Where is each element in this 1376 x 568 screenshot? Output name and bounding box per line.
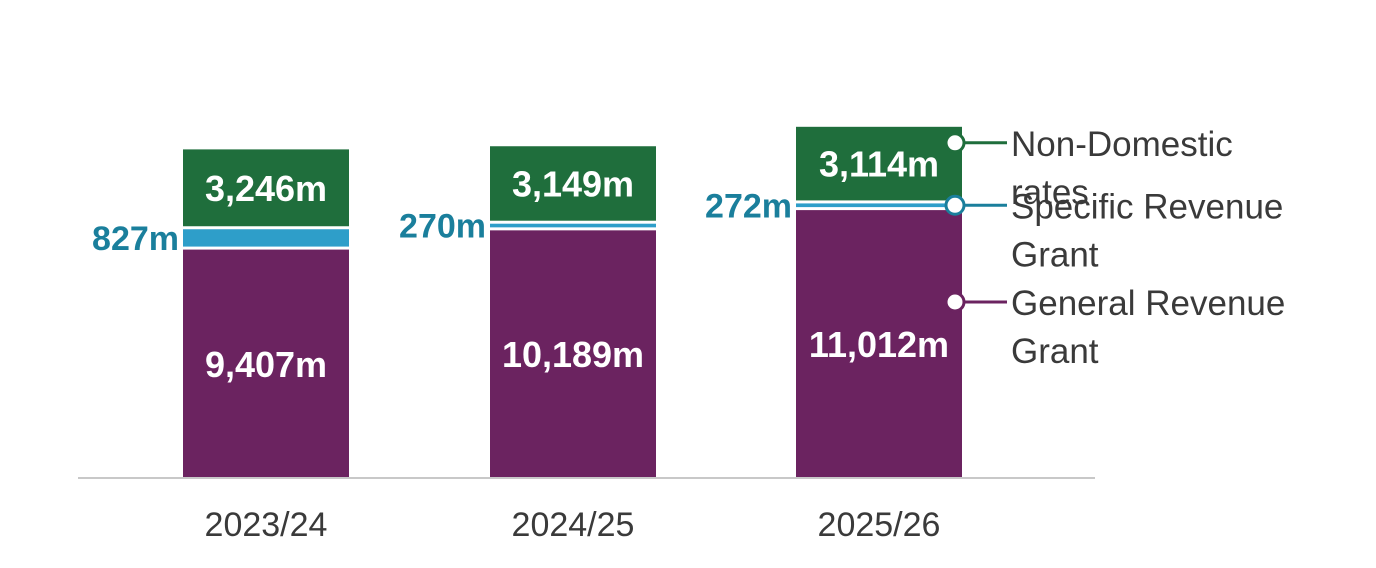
bar-ndr-2024-25 [490, 146, 656, 221]
data-label-specific: 272m [705, 187, 792, 225]
data-label-ndr: 3,114m [819, 144, 939, 185]
bar-general-2024-25 [490, 230, 656, 478]
bar-ndr-2023-24 [183, 149, 349, 227]
bar-specific-2023-24 [183, 229, 349, 247]
legend-marker [944, 291, 966, 313]
bar-general-2023-24 [183, 249, 349, 478]
legend-label: Specific Revenue [1011, 187, 1283, 226]
legend-marker [944, 132, 966, 154]
x-tick-label: 2025/26 [818, 506, 941, 544]
data-label-ndr: 3,149m [512, 163, 634, 204]
bars-layer [183, 126, 962, 478]
legend-label: Grant [1011, 235, 1099, 274]
legend-label: General Revenue [1011, 284, 1285, 323]
legend-label: Non-Domestic [1011, 125, 1233, 164]
labels-layer: 2023/24 2024/25 2025/26 9,407m 10,189m 11,012… [92, 144, 949, 544]
legend-label: Grant [1011, 332, 1099, 371]
legend-item-ndr: Non-Domestic rates [944, 125, 1233, 212]
data-label-specific: 270m [399, 208, 486, 246]
data-label-specific: 827m [92, 220, 179, 258]
legend-label: rates [1011, 173, 1089, 212]
bar-specific-2025-26 [796, 203, 962, 208]
data-label-general: 9,407m [205, 344, 327, 385]
legend-marker [944, 194, 966, 216]
data-label-general: 10,189m [502, 334, 644, 375]
legend: General Revenue Grant Specific Revenue Gran… [944, 125, 1285, 371]
legend-item-specific: Specific Revenue Grant [944, 187, 1283, 274]
data-label-general: 11,012m [809, 324, 949, 365]
legend-item-general: General Revenue Grant [944, 284, 1285, 371]
bar-specific-2024-25 [490, 223, 656, 228]
bar-ndr-2025-26 [796, 126, 962, 201]
data-label-ndr: 3,246m [205, 168, 327, 209]
bar-general-2025-26 [796, 210, 962, 478]
x-tick-label: 2024/25 [512, 506, 635, 544]
x-tick-label: 2023/24 [205, 506, 328, 544]
